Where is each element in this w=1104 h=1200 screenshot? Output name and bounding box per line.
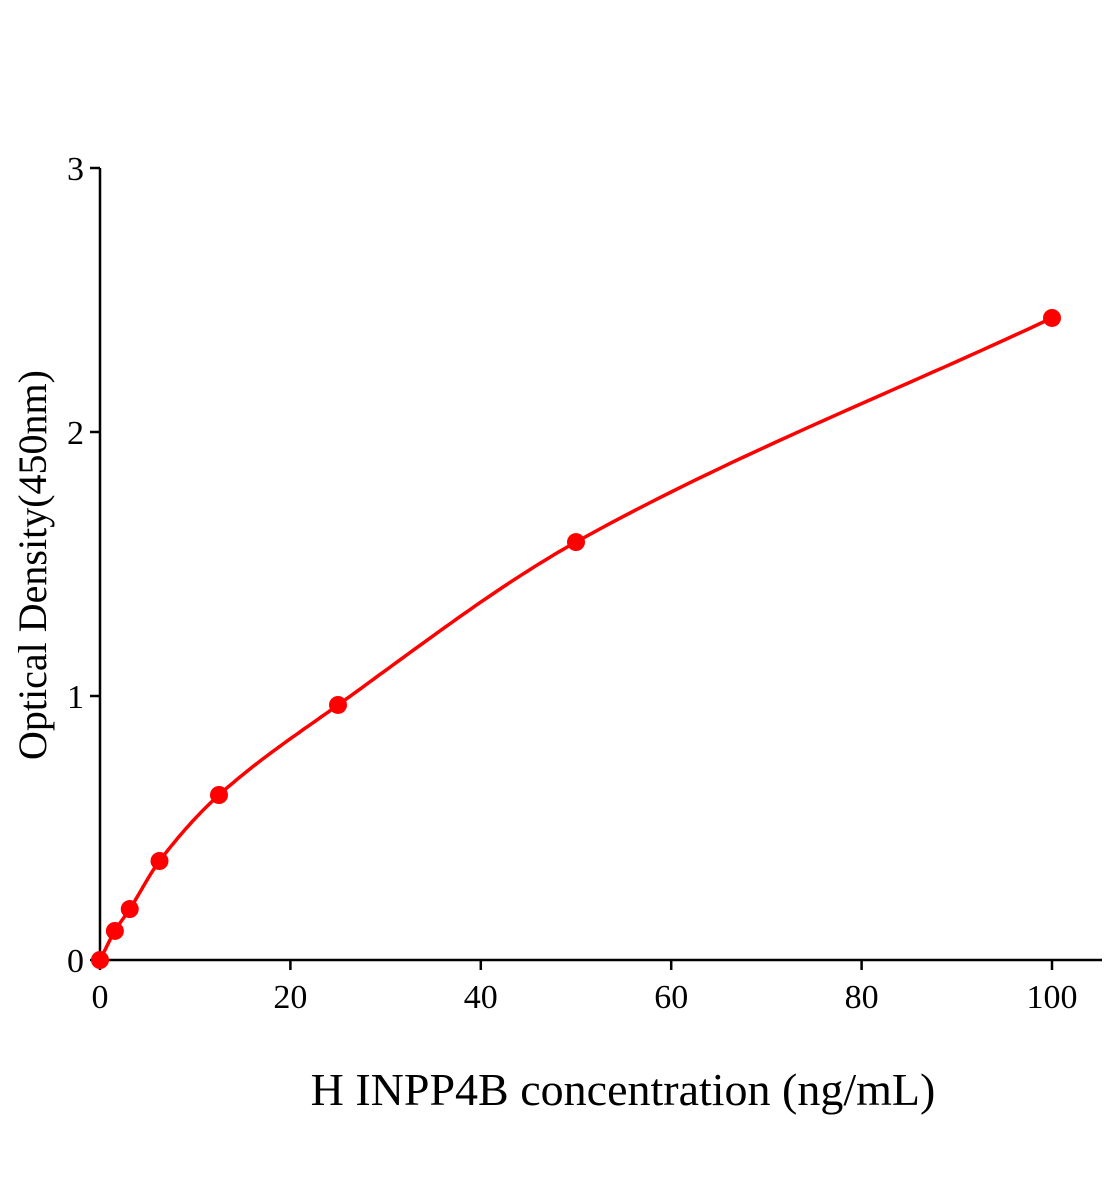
y-tick-label: 0: [67, 943, 84, 980]
x-tick-label: 80: [845, 979, 879, 1016]
fit-curve-line: [98, 316, 1053, 961]
x-tick-label: 20: [273, 979, 307, 1016]
x-tick-label: 60: [654, 979, 688, 1016]
data-point: [329, 695, 347, 714]
x-tick-label: 40: [464, 979, 498, 1016]
data-point: [210, 786, 228, 804]
data-point: [120, 900, 139, 919]
y-tick-label: 3: [67, 151, 84, 188]
data-point: [105, 921, 124, 940]
data-point: [150, 852, 169, 870]
y-tick-label: 1: [67, 679, 84, 716]
x-tick-label: 0: [92, 979, 109, 1016]
data-point: [91, 951, 109, 969]
x-axis-label: H INPP4B concentration (ng/mL): [311, 1064, 936, 1115]
x-tick-label: 100: [1027, 979, 1078, 1016]
data-point: [1043, 308, 1061, 327]
data-point: [567, 533, 585, 552]
y-tick-label: 2: [67, 415, 84, 452]
y-axis-label: Optical Density(450nm): [10, 370, 55, 760]
